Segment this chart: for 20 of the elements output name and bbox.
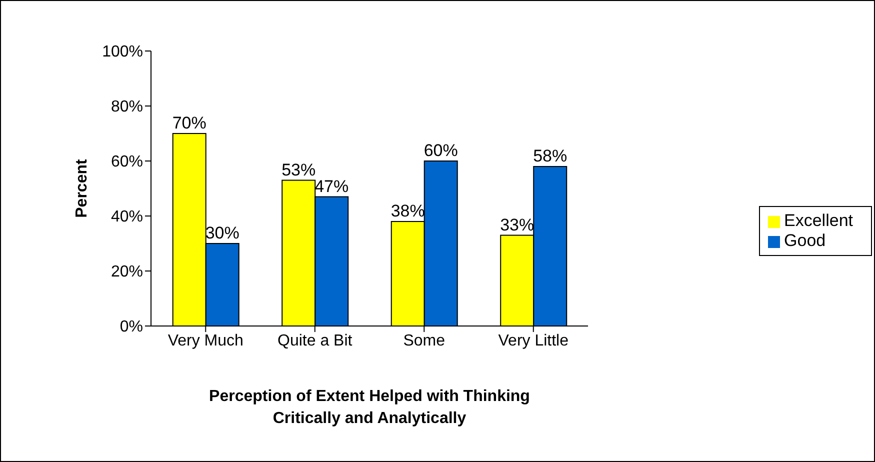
y-tick-label: 80% xyxy=(110,98,143,116)
y-tick-label: 60% xyxy=(110,154,143,171)
x-tick-label: Quite a Bit xyxy=(278,332,353,350)
data-label: 38% xyxy=(390,202,425,220)
y-axis-title: Percent xyxy=(74,158,91,218)
x-axis-title: Perception of Extent Helped with Thinking Critically and Analytically xyxy=(209,388,530,427)
y-tick-label: 0% xyxy=(120,318,143,336)
legend-label: Good xyxy=(784,231,826,250)
data-label: 70% xyxy=(172,114,206,132)
x-tick-label: Very Much xyxy=(168,332,244,350)
data-label: 47% xyxy=(314,176,349,196)
y-tick-label: 20% xyxy=(110,264,143,281)
data-label: 60% xyxy=(424,141,458,160)
x-tick-label: Some xyxy=(403,332,446,350)
data-label: 58% xyxy=(533,146,568,166)
legend-label: Excellent xyxy=(784,211,853,230)
x-tick-label: Very Little xyxy=(498,332,569,350)
y-tick-label: 100% xyxy=(102,44,143,61)
y-tick-label: 40% xyxy=(110,208,143,226)
data-label: 53% xyxy=(282,160,316,180)
